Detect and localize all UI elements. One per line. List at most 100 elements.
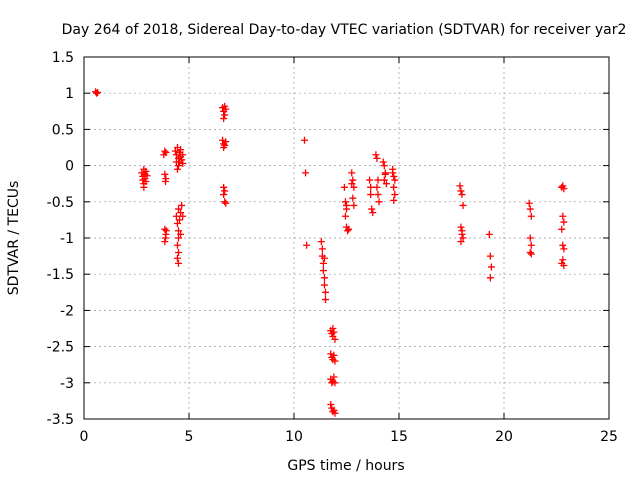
data-point: [560, 245, 568, 253]
y-tick-label: -3: [60, 376, 74, 392]
data-point: [457, 223, 465, 231]
x-tick-label: 20: [495, 429, 513, 445]
data-point: [487, 263, 495, 271]
data-point: [380, 162, 388, 170]
data-point: [162, 149, 170, 157]
data-point: [349, 176, 357, 184]
data-point: [527, 241, 535, 249]
data-point: [381, 170, 389, 178]
data-point: [349, 194, 357, 202]
data-point: [327, 401, 335, 409]
x-tick-label: 5: [185, 429, 194, 445]
data-point: [327, 350, 335, 358]
y-tick-label: -1.5: [47, 267, 74, 283]
data-point: [368, 205, 376, 213]
data-point: [176, 216, 184, 224]
data-point: [340, 183, 348, 191]
data-point: [456, 182, 464, 190]
data-point: [138, 169, 146, 177]
data-point: [369, 209, 377, 217]
x-tick-label: 10: [285, 429, 303, 445]
data-point: [177, 209, 185, 217]
data-point: [322, 296, 329, 304]
data-point: [559, 241, 567, 249]
data-point: [140, 165, 148, 173]
data-point: [330, 328, 338, 336]
data-point: [343, 201, 350, 209]
data-point: [140, 183, 148, 191]
data-point: [350, 183, 358, 191]
data-point: [382, 180, 390, 188]
x-axis-label: GPS time / hours: [287, 458, 404, 474]
data-point: [375, 198, 383, 206]
data-point: [320, 274, 328, 282]
data-point: [219, 136, 227, 144]
data-point: [317, 238, 325, 246]
data-point: [221, 198, 229, 206]
data-point: [220, 191, 228, 199]
data-point: [143, 172, 151, 180]
data-point: [179, 159, 187, 167]
data-point: [220, 144, 228, 151]
data-point: [178, 156, 186, 164]
data-point: [319, 267, 327, 275]
data-point: [330, 351, 338, 359]
y-axis-label: SDTVAR / TECUs: [6, 181, 22, 296]
data-point: [161, 238, 169, 246]
data-point: [220, 115, 228, 123]
x-tick-label: 15: [390, 429, 408, 445]
grid: [84, 57, 609, 419]
data-point: [525, 199, 533, 207]
data-point: [175, 162, 182, 170]
data-point: [173, 220, 181, 228]
data-point: [173, 241, 181, 249]
data-point: [221, 111, 229, 119]
data-point: [373, 154, 381, 162]
data-point: [331, 335, 339, 343]
data-point: [348, 169, 356, 177]
data-point: [391, 176, 399, 184]
data-point: [367, 183, 375, 191]
data-point: [485, 230, 493, 238]
data-point: [319, 259, 327, 267]
data-point: [390, 196, 398, 204]
data-point: [527, 250, 535, 258]
data-point: [379, 158, 387, 166]
data-point: [560, 262, 568, 270]
data-point: [161, 178, 169, 186]
data-point: [459, 234, 467, 242]
data-point: [341, 198, 349, 206]
data-point: [458, 230, 466, 238]
data-point: [380, 176, 388, 184]
data-point: [331, 379, 339, 387]
data-point: [221, 102, 229, 110]
data-point: [331, 409, 339, 417]
data-point: [330, 373, 338, 381]
data-point: [172, 212, 180, 220]
data-point: [344, 227, 352, 235]
data-point: [222, 199, 230, 207]
data-point: [457, 238, 465, 246]
data-point: [486, 252, 494, 260]
y-tick-label: -3.5: [47, 412, 74, 428]
y-tick-label: 0: [65, 159, 74, 175]
data-point: [161, 225, 169, 233]
data-point: [179, 212, 187, 220]
data-point: [390, 183, 398, 191]
data-point: [320, 254, 328, 262]
data-point: [142, 178, 150, 186]
data-point: [161, 170, 169, 178]
x-tick-label: 0: [80, 429, 89, 445]
data-point: [171, 147, 179, 155]
data-point: [373, 183, 381, 191]
data-point: [175, 227, 182, 235]
axis-ticks: 0 5 10 15 20 25 -3.5 -3 -2.5 -2 -1.5 -1 -0.5 0 0.5 1 1.5: [47, 50, 618, 445]
data-point: [175, 248, 182, 256]
data-point: [173, 165, 181, 173]
y-tick-label: -2: [60, 303, 74, 319]
data-point: [458, 191, 466, 199]
data-point: [366, 176, 374, 184]
data-point: [374, 191, 382, 199]
data-point: [331, 357, 339, 365]
